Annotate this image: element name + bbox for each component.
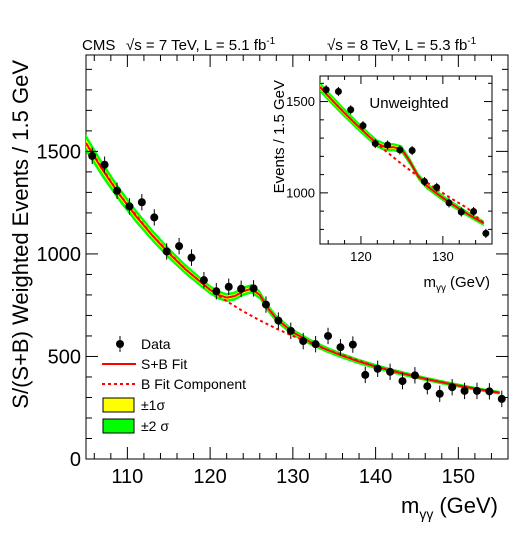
main-data-point (386, 367, 395, 376)
main-data-point (125, 202, 134, 211)
inset-x-axis-label: mγγ (GeV) (423, 274, 490, 294)
inset-data-point (384, 141, 392, 149)
header-run2-text: √s = 8 TeV, L = 5.3 fb (327, 37, 467, 54)
main-data-point (472, 386, 481, 395)
main-x-tick-label: 140 (359, 466, 392, 488)
main-y-tick-label: 500 (48, 347, 81, 369)
inset-data-point (445, 199, 453, 207)
main-data-point (199, 276, 208, 285)
main-x-tick-label: 130 (276, 466, 309, 488)
inset-data-point (334, 88, 342, 96)
main-data-point (373, 364, 382, 373)
inset-plot: 120 130 1000 1500 (286, 75, 493, 264)
legend-label-sb-fit: S+B Fit (141, 356, 187, 372)
main-x-tick-label: 110 (111, 466, 143, 488)
main-x-tick-label: 150 (442, 466, 475, 488)
main-data-point (348, 340, 357, 349)
inset-data-point (433, 183, 441, 191)
inset-data-point (470, 207, 478, 215)
inset-band-2sigma (320, 81, 484, 227)
main-x-label-sub: γγ (419, 506, 433, 522)
experiment-label: CMS (82, 37, 115, 54)
legend-label-1sigma: ±1σ (141, 397, 165, 413)
inset-data-point (408, 147, 416, 155)
inset-x-tick-label: 130 (432, 249, 454, 264)
main-data-point (274, 316, 283, 325)
main-data-point (336, 343, 345, 352)
main-data-point (435, 389, 444, 398)
inset-data-point (482, 229, 490, 237)
main-data-point (460, 386, 469, 395)
main-x-label-unit: (GeV) (439, 493, 498, 518)
main-x-axis-label: mγγ (GeV) (401, 493, 498, 522)
inset-data-point (347, 106, 355, 114)
main-data-point (162, 247, 171, 256)
main-data-point (361, 370, 370, 379)
main-data-point (187, 253, 196, 262)
main-data-point (324, 331, 333, 340)
main-x-label-m: m (401, 493, 419, 518)
legend-label-b-fit: B Fit Component (141, 376, 246, 392)
main-data-point (249, 284, 258, 293)
header-run1: √s = 7 TeV, L = 5.1 fb-1 (126, 36, 276, 54)
inset-data-point (359, 122, 367, 130)
inset-data-point (371, 140, 379, 148)
header-run1-sup: -1 (266, 36, 275, 47)
inset-data-point (322, 86, 330, 94)
main-data-point (485, 387, 494, 396)
main-y-tick-label: 1000 (37, 244, 82, 266)
main-data-point (137, 198, 146, 207)
main-y-axis-label: S/(S+B) Weighted Events / 1.5 GeV (8, 60, 33, 409)
main-data-point (150, 213, 159, 222)
main-data-point (224, 282, 233, 291)
inset-y-tick-label: 1500 (286, 94, 315, 109)
main-data-point (311, 340, 320, 349)
header-run2: √s = 8 TeV, L = 5.3 fb-1 (327, 36, 477, 54)
main-data-point (299, 337, 308, 346)
main-data-point (175, 242, 184, 251)
legend-label-data: Data (141, 336, 171, 352)
inset-x-tick-label: 120 (350, 249, 372, 264)
legend-1sigma-box (102, 397, 135, 413)
main-data-point (410, 371, 419, 380)
main-data-point (497, 394, 506, 403)
main-data-point (113, 186, 122, 195)
inset-x-label-unit: (GeV) (450, 274, 490, 291)
inset-y-axis-label: Events / 1.5 GeV (271, 80, 288, 193)
inset-y-tick-label: 1000 (286, 186, 315, 201)
main-data-point (423, 382, 432, 391)
main-data-point (398, 377, 407, 386)
header-run1-text: √s = 7 TeV, L = 5.1 fb (126, 37, 266, 54)
legend: Data S+B Fit B Fit Component ±1σ ±2 σ (102, 336, 246, 434)
header-run2-sup: -1 (467, 36, 476, 47)
inset-frame (319, 75, 493, 245)
main-data-point (237, 284, 246, 293)
main-data-point (100, 160, 109, 169)
main-data-point (88, 151, 97, 160)
inset-data-point (457, 208, 465, 216)
main-data-point (286, 326, 295, 335)
main-y-tick-label: 0 (70, 449, 81, 471)
inset-title: Unweighted (369, 95, 448, 112)
legend-data-marker (116, 340, 124, 348)
main-data-point (212, 287, 221, 296)
main-y-tick-label: 1500 (37, 142, 82, 164)
main-x-tick-label: 120 (193, 466, 226, 488)
inset-data-point (396, 146, 404, 154)
inset-x-label-sub: γγ (436, 283, 446, 294)
inset-x-label-m: m (423, 274, 436, 291)
main-data-point (261, 300, 270, 309)
inset-data-point (420, 178, 428, 186)
main-data-point (448, 383, 457, 392)
legend-2sigma-box (102, 418, 135, 434)
legend-label-2sigma: ±2 σ (141, 418, 169, 434)
